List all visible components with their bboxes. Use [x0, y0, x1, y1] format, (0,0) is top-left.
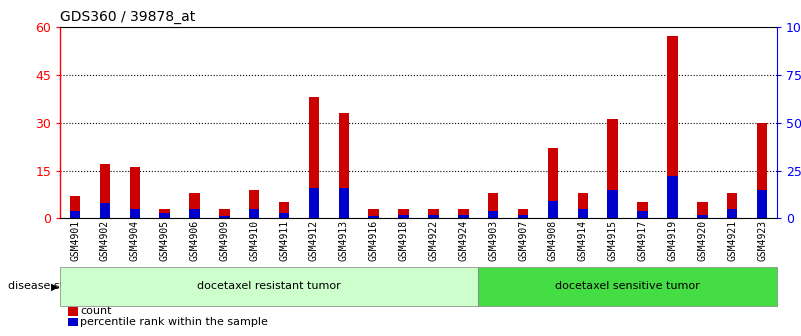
Bar	[249, 209, 260, 218]
Bar	[368, 216, 379, 218]
Bar	[339, 188, 349, 218]
Bar	[667, 176, 678, 218]
Bar	[249, 190, 260, 218]
Bar	[308, 188, 320, 218]
Bar	[189, 193, 199, 218]
Bar	[578, 209, 588, 218]
Bar	[70, 211, 80, 218]
Bar	[308, 97, 320, 218]
Bar	[189, 209, 199, 218]
Bar	[488, 193, 498, 218]
Bar	[398, 215, 409, 218]
Bar	[638, 202, 648, 218]
Bar	[219, 216, 230, 218]
Bar	[517, 215, 529, 218]
Bar	[458, 209, 469, 218]
Bar	[339, 113, 349, 218]
Bar	[638, 211, 648, 218]
Bar	[219, 209, 230, 218]
Bar	[488, 211, 498, 218]
Bar	[159, 209, 170, 218]
Text: ▶: ▶	[50, 282, 58, 291]
Bar	[99, 164, 110, 218]
Bar	[607, 120, 618, 218]
Bar	[429, 215, 439, 218]
Bar	[70, 196, 80, 218]
Text: count: count	[80, 306, 111, 317]
Text: docetaxel resistant tumor: docetaxel resistant tumor	[197, 282, 341, 291]
Text: docetaxel sensitive tumor: docetaxel sensitive tumor	[555, 282, 700, 291]
Bar	[727, 193, 738, 218]
Bar	[757, 123, 767, 218]
Bar	[429, 209, 439, 218]
Bar	[548, 201, 558, 218]
Bar	[548, 148, 558, 218]
Text: GDS360 / 39878_at: GDS360 / 39878_at	[60, 10, 195, 25]
Bar	[159, 213, 170, 218]
Bar	[130, 209, 140, 218]
Bar	[697, 215, 707, 218]
Bar	[727, 209, 738, 218]
Bar	[757, 190, 767, 218]
Text: percentile rank within the sample: percentile rank within the sample	[80, 317, 268, 327]
Bar	[130, 167, 140, 218]
Bar	[279, 202, 289, 218]
Bar	[578, 193, 588, 218]
Bar	[368, 209, 379, 218]
Bar	[99, 203, 110, 218]
Bar	[398, 209, 409, 218]
Bar	[607, 190, 618, 218]
Bar	[517, 209, 529, 218]
Bar	[697, 202, 707, 218]
Bar	[667, 37, 678, 218]
Text: disease state: disease state	[8, 282, 83, 291]
Bar	[458, 215, 469, 218]
Bar	[279, 213, 289, 218]
